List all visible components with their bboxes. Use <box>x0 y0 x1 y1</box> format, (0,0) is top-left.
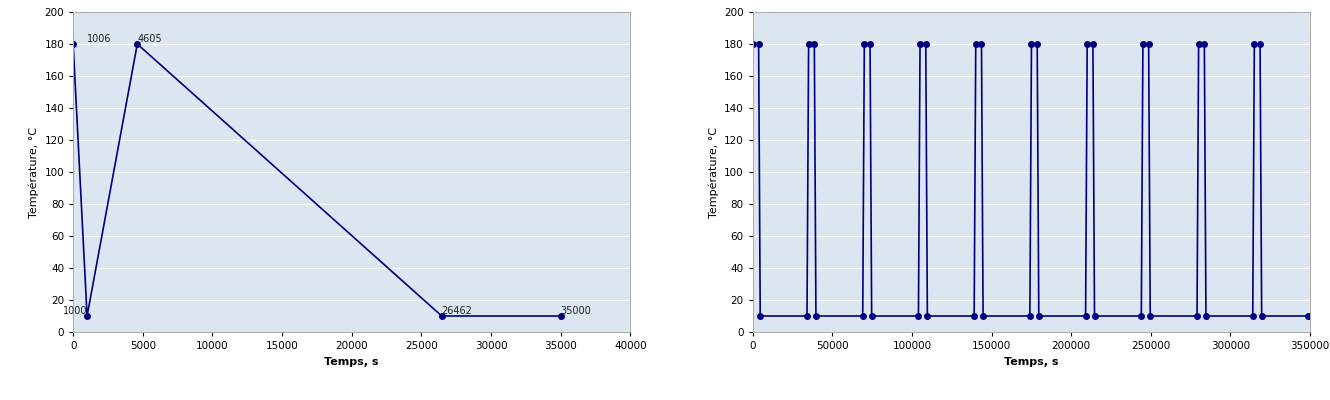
Text: 35000: 35000 <box>561 306 592 316</box>
X-axis label: Temps, s: Temps, s <box>1004 356 1059 366</box>
Y-axis label: Température, °C: Température, °C <box>28 126 39 218</box>
Text: 26462: 26462 <box>442 306 472 316</box>
Y-axis label: Température, °C: Température, °C <box>708 126 718 218</box>
Text: 1000: 1000 <box>63 306 86 316</box>
Text: 4605: 4605 <box>137 34 162 44</box>
X-axis label: Temps, s: Temps, s <box>325 356 379 366</box>
Text: 1006: 1006 <box>86 34 112 44</box>
